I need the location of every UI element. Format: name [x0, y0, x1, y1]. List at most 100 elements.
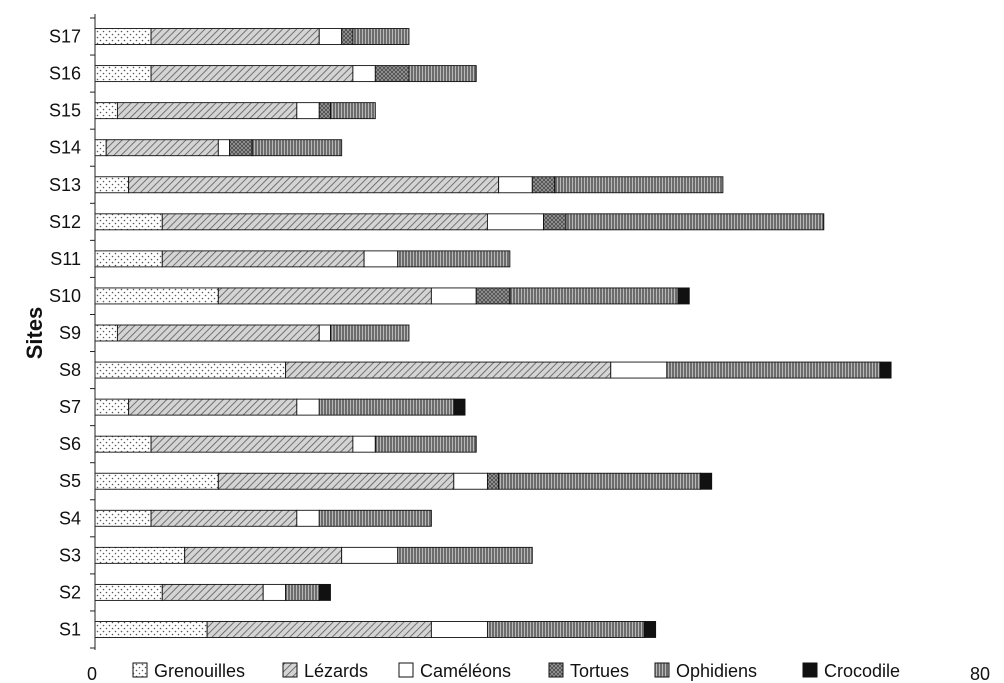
bar-segment-grenouilles-s9	[94, 324, 118, 342]
bar-segment-grenouilles-s10	[94, 287, 219, 305]
bar-segment-cam-l-ons-s5	[453, 472, 488, 490]
bar-segment-l-zards-s7	[128, 398, 298, 416]
y-tick-label: S2	[59, 582, 81, 602]
bar-segment-cam-l-ons-s3	[341, 546, 399, 564]
bar-segment-ophidiens-s14	[251, 139, 343, 157]
bar-segment-l-zards-s12	[161, 213, 488, 231]
bar-segment-cam-l-ons-s12	[486, 213, 544, 231]
bar-segment-cam-l-ons-s6	[352, 435, 376, 453]
bar-segment-l-zards-s17	[150, 28, 320, 45]
y-tick-label: S13	[49, 175, 81, 195]
bar-segment-l-zards-s1	[206, 621, 432, 638]
bar-segment-l-zards-s6	[150, 435, 354, 453]
y-tick-label: S3	[59, 545, 81, 565]
y-tick-label: S4	[59, 508, 81, 528]
bar-segment-ophidiens-s15	[330, 102, 376, 120]
bar-segment-tortues-s17	[341, 28, 354, 45]
bar-segment-l-zards-s4	[150, 509, 298, 527]
y-tick-label: S1	[59, 619, 81, 639]
bar-segment-ophidiens-s10	[509, 287, 679, 305]
bar-segment-tortues-s10	[475, 287, 511, 305]
bar-segment-cam-l-ons-s8	[610, 361, 668, 379]
bar-segment-grenouilles-s17	[94, 28, 152, 45]
bar-segment-ophidiens-s6	[374, 435, 477, 453]
y-tick-label: S6	[59, 434, 81, 454]
y-tick-label: S9	[59, 323, 81, 343]
legend-swatch-grenouilles	[132, 662, 148, 678]
bar-segment-l-zards-s3	[184, 546, 343, 564]
y-tick-label: S11	[50, 249, 81, 269]
bar-segment-crocodile-s5	[700, 472, 713, 490]
bar-segment-grenouilles-s2	[94, 583, 163, 601]
bar-segment-grenouilles-s3	[94, 546, 186, 564]
y-tick-label: S5	[59, 471, 81, 491]
bar-segment-cam-l-ons-s1	[430, 621, 488, 638]
bar-segment-ophidiens-s3	[397, 546, 533, 564]
bar-segment-grenouilles-s5	[94, 472, 219, 490]
bar-segment-l-zards-s11	[161, 250, 365, 268]
bar-segment-cam-l-ons-s13	[498, 176, 533, 194]
bar-segment-l-zards-s8	[285, 361, 612, 379]
y-tick-label: S17	[49, 27, 81, 47]
bar-segment-ophidiens-s5	[498, 472, 701, 490]
bar-segment-cam-l-ons-s17	[318, 28, 343, 45]
y-tick-label: S12	[49, 212, 81, 232]
legend-swatch-cam-l-ons	[398, 662, 414, 678]
x-tick-label: 80	[970, 664, 990, 683]
bar-segment-cam-l-ons-s4	[296, 509, 320, 527]
legend-swatch-l-zards	[282, 662, 298, 678]
bar-segment-l-zards-s10	[217, 287, 432, 305]
y-tick-label: S7	[59, 397, 81, 417]
bar-segment-crocodile-s1	[643, 621, 657, 638]
bar-segment-grenouilles-s4	[94, 509, 152, 527]
bar-segment-ophidiens-s9	[330, 324, 410, 342]
legend-label: Grenouilles	[154, 661, 245, 681]
bar-segment-tortues-s13	[531, 176, 556, 194]
bar-segment-grenouilles-s15	[94, 102, 118, 120]
y-tick-label: S15	[49, 101, 81, 121]
bar-segment-ophidiens-s11	[397, 250, 511, 268]
legend-label: Ophidiens	[676, 661, 757, 681]
bar-segment-l-zards-s9	[116, 324, 320, 342]
bar-segment-cam-l-ons-s10	[430, 287, 477, 305]
bar-segment-ophidiens-s17	[352, 28, 410, 45]
bar-segment-grenouilles-s8	[94, 361, 287, 379]
bar-segment-grenouilles-s14	[94, 139, 107, 157]
bar-segment-tortues-s16	[374, 65, 410, 83]
y-tick-label: S8	[59, 360, 81, 380]
legend-swatch-tortues	[548, 662, 564, 678]
bar-segment-tortues-s14	[229, 139, 253, 157]
legend-label: Tortues	[570, 661, 629, 681]
y-tick-label: S10	[49, 286, 81, 306]
legend-swatch-crocodile	[802, 662, 818, 678]
bar-segment-cam-l-ons-s2	[262, 583, 287, 601]
bar-segment-grenouilles-s1	[94, 621, 208, 638]
bar-segment-ophidiens-s8	[666, 361, 881, 379]
bar-segment-ophidiens-s2	[285, 583, 320, 601]
bar-segment-tortues-s12	[543, 213, 567, 231]
bar-segment-grenouilles-s6	[94, 435, 152, 453]
y-axis-title: Sites	[22, 307, 47, 360]
bar-segment-crocodile-s2	[318, 583, 331, 601]
bar-segment-cam-l-ons-s14	[217, 139, 230, 157]
bar-segment-cam-l-ons-s9	[318, 324, 331, 342]
bar-segment-ophidiens-s1	[486, 621, 645, 638]
bar-segment-tortues-s5	[486, 472, 500, 490]
bar-segment-ophidiens-s4	[318, 509, 432, 527]
bar-segment-crocodile-s7	[453, 398, 466, 416]
bar-segment-l-zards-s14	[105, 139, 219, 157]
bar-segment-grenouilles-s16	[94, 65, 152, 83]
y-tick-label: S14	[49, 138, 81, 158]
bar-segment-cam-l-ons-s15	[296, 102, 320, 120]
bar-segment-grenouilles-s13	[94, 176, 130, 194]
bar-segment-crocodile-s10	[677, 287, 690, 305]
x-tick-label: 0	[87, 664, 97, 683]
bar-segment-l-zards-s15	[116, 102, 298, 120]
bar-segment-cam-l-ons-s16	[352, 65, 376, 83]
bar-segment-grenouilles-s11	[94, 250, 163, 268]
bar-segment-cam-l-ons-s7	[296, 398, 320, 416]
bar-segment-ophidiens-s13	[554, 176, 724, 194]
legend-swatch-ophidiens	[654, 662, 670, 678]
bar-segment-l-zards-s2	[161, 583, 264, 601]
